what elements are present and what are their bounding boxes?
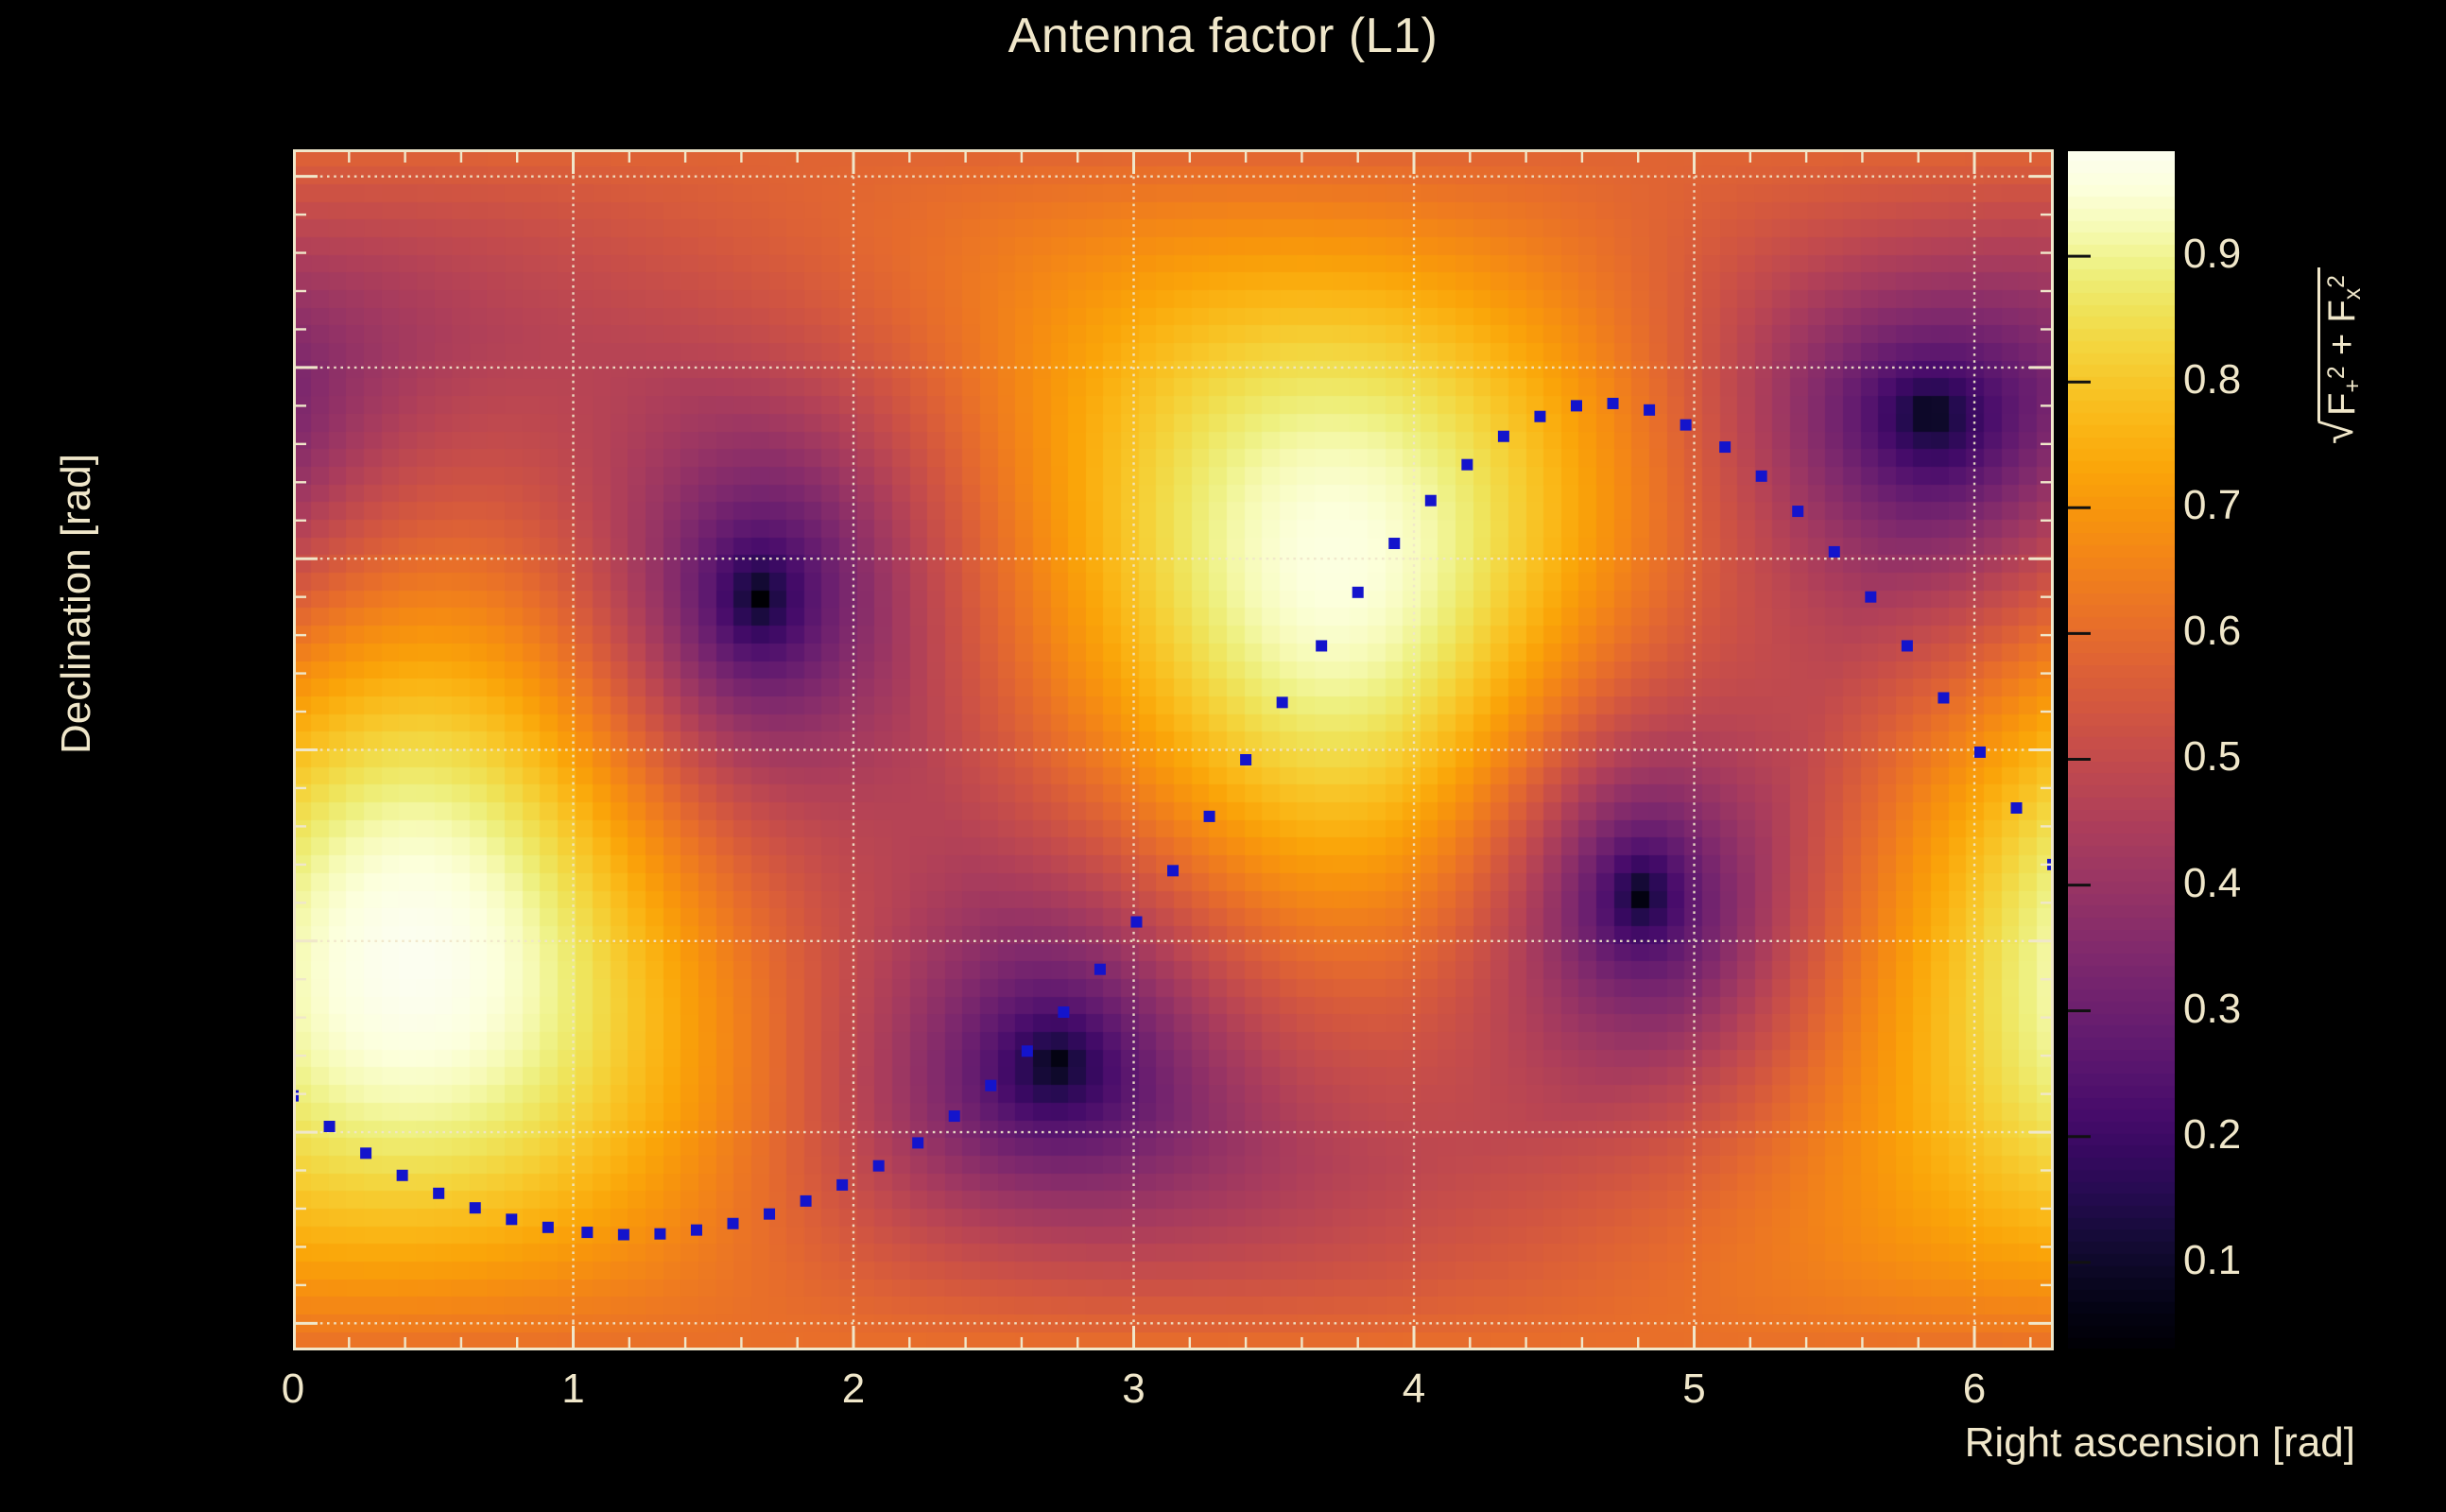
term-plus-exponent: 2	[2323, 366, 2350, 380]
x-axis-tick-labels: 0 1 2 3 4 5 6	[0, 1368, 2446, 1435]
term-cross-exponent: 2	[2323, 275, 2350, 288]
color-bar-tick-label: 0.8	[2183, 356, 2242, 404]
x-tick-label: 3	[1122, 1366, 1145, 1412]
sqrt-expression: √ F+2 + Fx2	[2313, 267, 2367, 444]
color-bar-tick-label: 0.5	[2183, 733, 2242, 781]
x-tick-label: 0	[281, 1366, 305, 1412]
page-title: Antenna factor (L1)	[1008, 9, 1438, 63]
term-cross-subscript: x	[2340, 287, 2367, 301]
heatmap-plot-area[interactable]	[293, 149, 2054, 1350]
color-bar-tick-label: 0.4	[2183, 859, 2242, 906]
color-bar-tick-labels: 0.1 0.2 0.3 0.4 0.5 0.6 0.7 0.8 0.9	[2183, 149, 2316, 1350]
x-tick-label: 1	[561, 1366, 585, 1412]
x-tick-label: 2	[841, 1366, 866, 1412]
x-tick-label: 4	[1402, 1366, 1426, 1412]
term-cross-base: F	[2321, 300, 2363, 323]
term-plus-subscript: +	[2340, 379, 2367, 393]
color-bar-tick-label: 0.3	[2183, 985, 2242, 1032]
radical-vinculum	[2317, 267, 2320, 421]
antenna-pattern-heatmap	[293, 149, 2054, 1350]
x-tick-label: 6	[1962, 1366, 1987, 1412]
color-bar[interactable]	[2066, 149, 2177, 1350]
radicand: F+2 + Fx2	[2321, 271, 2367, 420]
color-bar-tick-label: 0.6	[2183, 608, 2242, 655]
color-bar-tick-label: 0.2	[2183, 1110, 2242, 1158]
y-axis-tick-labels: 1.510.50−0.5−1−1.5	[0, 0, 280, 1512]
color-bar-gradient	[2066, 149, 2177, 1350]
plus-operator: +	[2321, 333, 2363, 356]
color-bar-title: √ F+2 + Fx2	[2313, 267, 2367, 444]
color-bar-tick-label: 0.9	[2183, 231, 2242, 278]
term-plus-base: F	[2321, 392, 2363, 416]
x-tick-label: 5	[1682, 1366, 1706, 1412]
color-bar-tick-label: 0.7	[2183, 482, 2242, 529]
color-bar-tick-label: 0.1	[2183, 1236, 2242, 1283]
x-axis-title: Right ascension [rad]	[1964, 1419, 2355, 1466]
radical-sign: √	[2313, 420, 2362, 444]
